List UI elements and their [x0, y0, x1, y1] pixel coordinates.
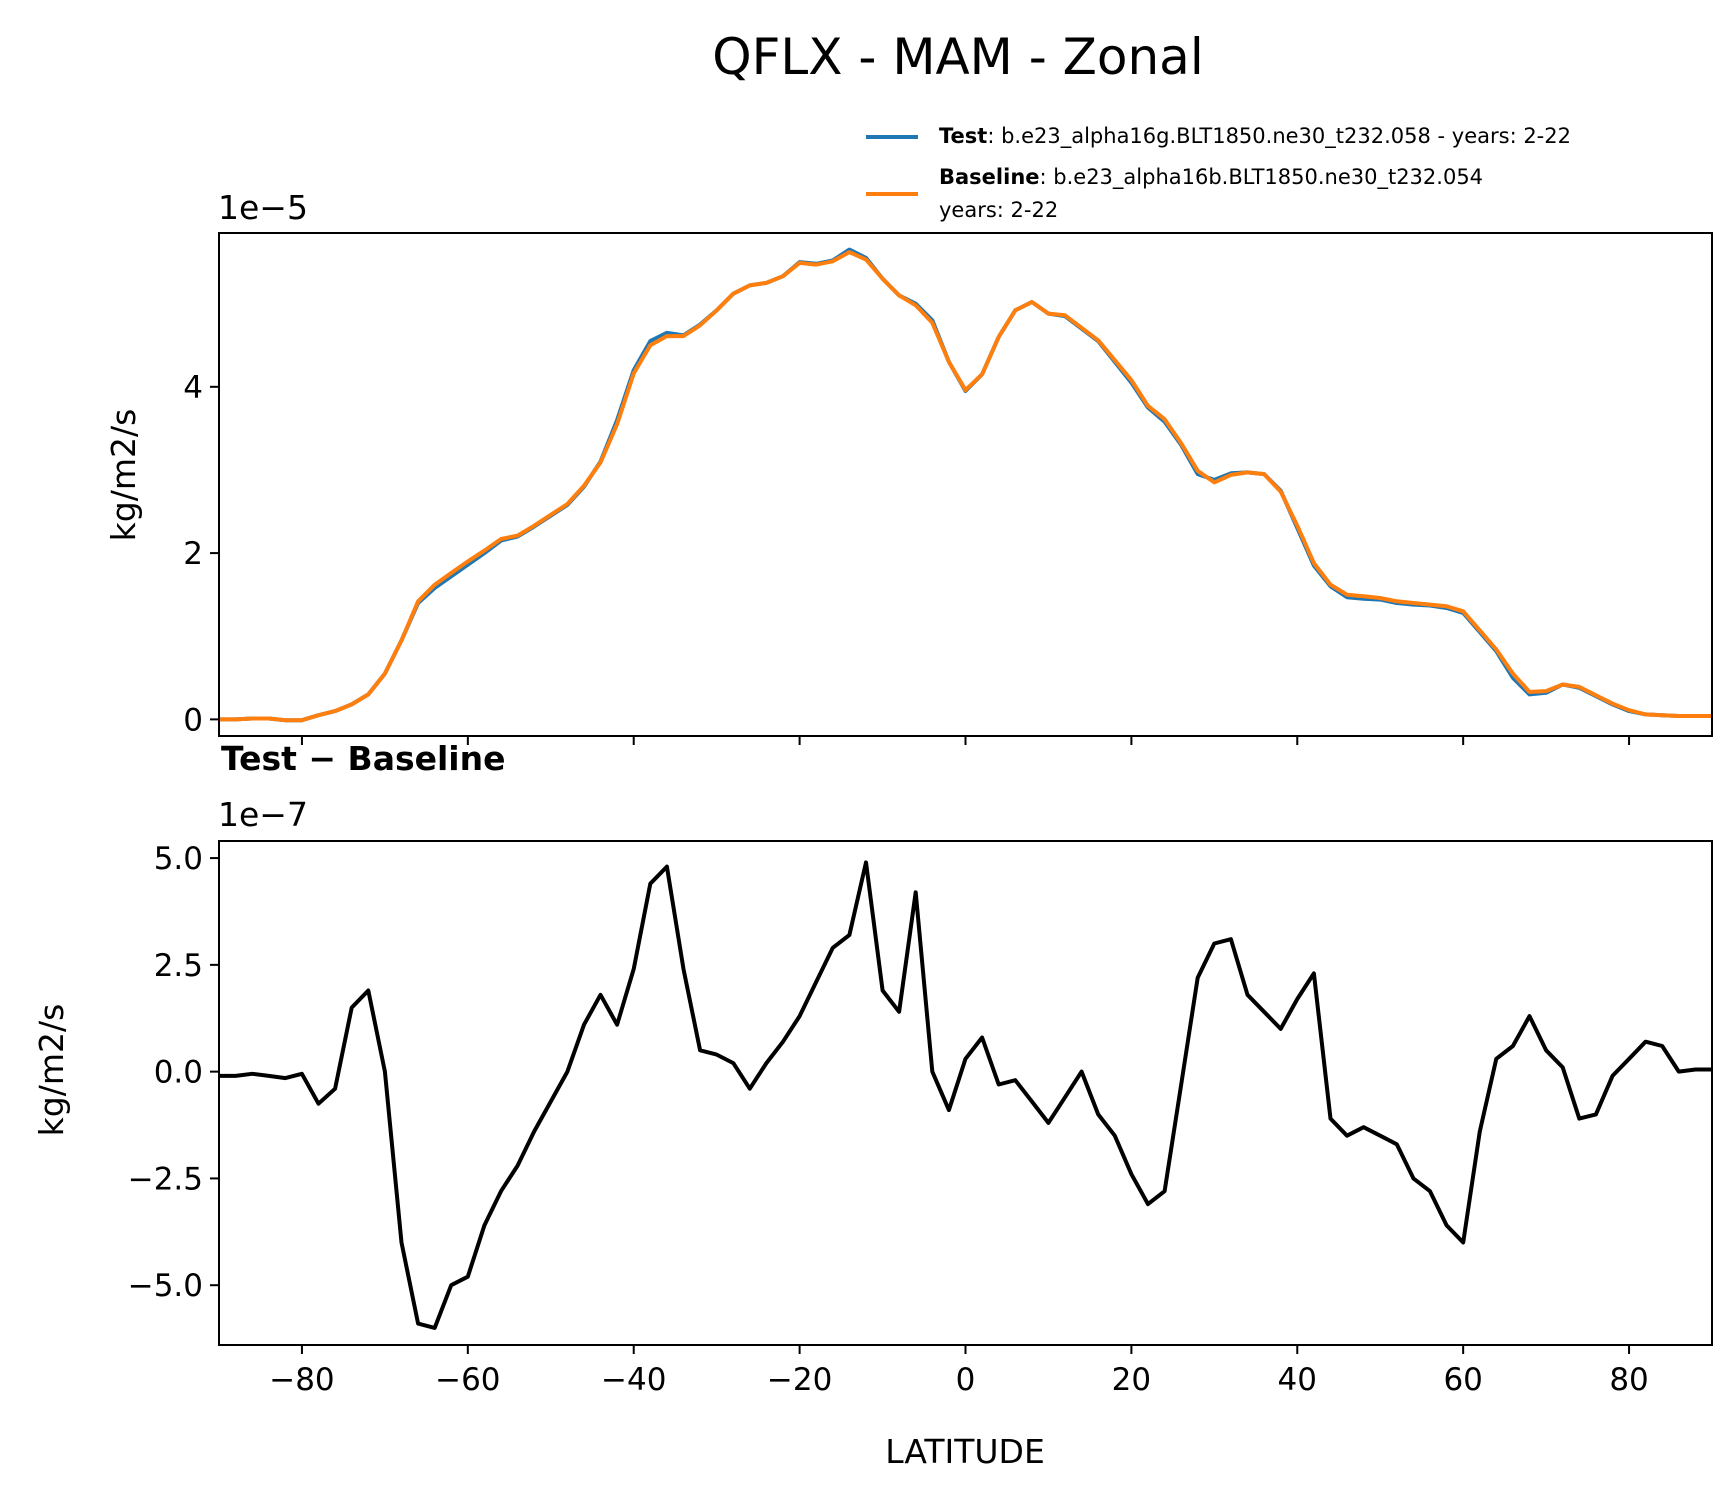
series-line-test-baseline	[219, 860, 1712, 1330]
series-line-baseline	[219, 250, 1712, 723]
top-y-tick-label: 2	[183, 536, 203, 572]
zonal-mean-panel: 1e−5 kg/m2/s 0 2 4	[104, 188, 1713, 745]
bottom-y-tick-label: 5.0	[154, 841, 203, 877]
bottom-y-tick-label: 2.5	[154, 948, 203, 984]
bottom-y-axis-label: kg/m2/s	[32, 1004, 71, 1137]
x-axis-label: LATITUDE	[885, 1432, 1045, 1471]
top-y-axis-label: kg/m2/s	[104, 409, 143, 542]
bottom-panel-title: Test − Baseline	[221, 739, 506, 778]
top-y-ticks: 0 2 4	[183, 370, 219, 738]
bottom-y-tick-label: −2.5	[128, 1161, 203, 1197]
x-tick-label: −60	[435, 1362, 500, 1398]
x-tick-label: −20	[767, 1362, 832, 1398]
top-x-ticks	[300, 736, 1631, 745]
top-series	[219, 247, 1712, 723]
legend: Test: b.e23_alpha16g.BLT1850.ne30_t232.0…	[866, 124, 1571, 222]
x-tick-label: 60	[1443, 1362, 1482, 1398]
x-tick-label: 40	[1278, 1362, 1317, 1398]
top-y-tick-label: 0	[183, 702, 203, 738]
top-y-tick-label: 4	[183, 370, 203, 406]
bottom-series	[219, 860, 1712, 1330]
legend-label-test: Test: b.e23_alpha16g.BLT1850.ne30_t232.0…	[939, 124, 1571, 149]
bottom-x-ticks: −80 −60 −40 −20 0 20 40 60 80	[269, 1345, 1649, 1398]
difference-panel: Test − Baseline 1e−7 kg/m2/s LATITUDE −5…	[32, 739, 1713, 1471]
legend-label-baseline-years: years: 2-22	[939, 198, 1058, 222]
bottom-y-tick-label: 0.0	[154, 1055, 203, 1091]
top-plot-frame	[218, 232, 1713, 737]
x-tick-label: 0	[956, 1362, 976, 1398]
bottom-y-ticks: −5.0 −2.5 0.0 2.5 5.0	[128, 841, 219, 1304]
top-offset-label: 1e−5	[218, 188, 308, 227]
bottom-plot-frame	[218, 840, 1713, 1346]
x-tick-label: −80	[269, 1362, 334, 1398]
x-tick-label: 80	[1609, 1362, 1648, 1398]
x-tick-label: 20	[1112, 1362, 1151, 1398]
bottom-y-tick-label: −5.0	[128, 1268, 203, 1304]
bottom-offset-label: 1e−7	[218, 795, 308, 834]
figure-title: QFLX - MAM - Zonal	[712, 28, 1203, 86]
x-tick-label: −40	[601, 1362, 666, 1398]
series-line-test	[219, 247, 1712, 723]
legend-label-baseline: Baseline: b.e23_alpha16b.BLT1850.ne30_t2…	[939, 165, 1483, 190]
